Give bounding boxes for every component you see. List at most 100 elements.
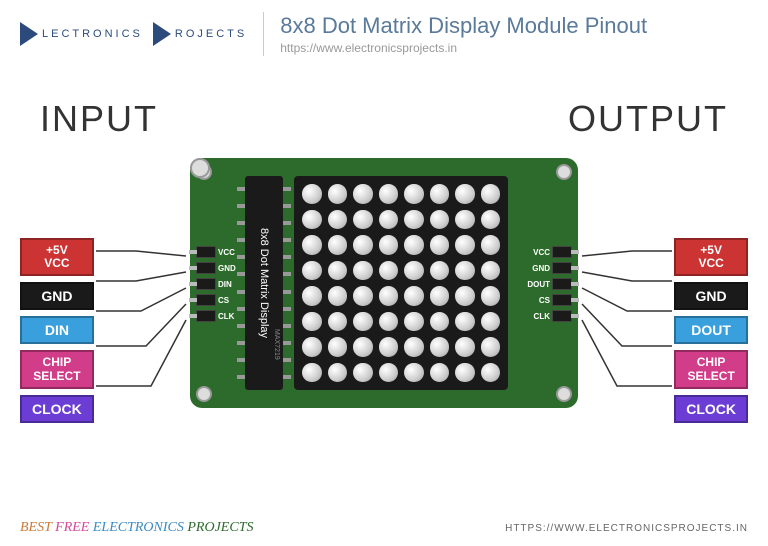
led xyxy=(379,286,399,306)
pin-tip xyxy=(189,298,197,302)
input-silkscreen: VCCGNDDINCSCLK xyxy=(218,246,236,323)
led xyxy=(353,210,373,230)
ic-pins-left xyxy=(237,180,245,386)
led xyxy=(353,184,373,204)
header-pin xyxy=(552,246,572,258)
led xyxy=(379,210,399,230)
led xyxy=(302,261,322,281)
tagline-word: ELECTRONICS xyxy=(93,520,184,535)
input-wires xyxy=(96,246,196,406)
tagline-word: PROJECTS xyxy=(187,520,253,535)
led xyxy=(481,184,501,204)
pcb-module: 8x8 Dot Matrix Display MAX7219 VCCGNDDIN… xyxy=(190,158,578,408)
pin-tip xyxy=(189,266,197,270)
mounting-hole xyxy=(196,386,212,402)
header-pin xyxy=(552,262,572,274)
pin-tip xyxy=(189,282,197,286)
led xyxy=(404,337,424,357)
silkscreen-label: CS xyxy=(218,294,236,307)
led xyxy=(328,235,348,255)
pin-label: GND xyxy=(674,282,748,310)
footer: BEST FREE ELECTRONICS PROJECTS HTTPS://W… xyxy=(0,520,768,536)
ic-pin xyxy=(283,187,291,191)
mounting-hole xyxy=(556,386,572,402)
led xyxy=(328,210,348,230)
header-divider xyxy=(263,12,264,56)
ic-pin xyxy=(237,187,245,191)
led xyxy=(328,286,348,306)
ic-pin xyxy=(237,221,245,225)
pin-tip xyxy=(571,298,579,302)
led xyxy=(328,312,348,332)
logo-word-1: LECTRONICS xyxy=(42,28,143,40)
led xyxy=(430,210,450,230)
pin-label: +5VVCC xyxy=(20,238,94,276)
ic-chip-name: MAX7219 xyxy=(273,329,280,360)
led xyxy=(302,235,322,255)
led xyxy=(379,235,399,255)
led xyxy=(353,286,373,306)
led xyxy=(455,312,475,332)
led xyxy=(302,337,322,357)
pin-label: +5VVCC xyxy=(674,238,748,276)
logo: LECTRONICS ROJECTS xyxy=(20,22,247,46)
header-pin xyxy=(196,262,216,274)
led xyxy=(455,337,475,357)
ic-pin xyxy=(237,375,245,379)
led xyxy=(379,363,399,383)
ic-pin xyxy=(283,307,291,311)
header-url: https://www.electronicsprojects.in xyxy=(280,41,647,55)
output-silkscreen: VCCGNDDOUTCSCLK xyxy=(527,246,550,323)
led xyxy=(481,312,501,332)
led xyxy=(455,184,475,204)
ic-pin xyxy=(283,324,291,328)
silkscreen-label: VCC xyxy=(527,246,550,259)
input-heading: INPUT xyxy=(40,98,158,140)
tagline-word: FREE xyxy=(55,520,89,535)
footer-url: HTTPS://WWW.ELECTRONICSPROJECTS.IN xyxy=(505,523,748,534)
ic-pin xyxy=(283,290,291,294)
ic-chip: 8x8 Dot Matrix Display MAX7219 xyxy=(245,176,283,390)
led xyxy=(481,286,501,306)
ic-pin xyxy=(237,204,245,208)
led xyxy=(481,337,501,357)
ic-pin xyxy=(283,375,291,379)
ic-pin xyxy=(237,238,245,242)
ic-pin xyxy=(237,255,245,259)
led xyxy=(404,210,424,230)
silkscreen-label: CLK xyxy=(218,310,236,323)
led xyxy=(353,363,373,383)
pin-label: CHIPSELECT xyxy=(674,350,748,388)
logo-triangle-2 xyxy=(153,22,171,46)
led xyxy=(404,235,424,255)
silkscreen-label: DOUT xyxy=(527,278,550,291)
ic-pins-right xyxy=(283,180,291,386)
silkscreen-label: CS xyxy=(527,294,550,307)
led xyxy=(430,337,450,357)
silkscreen-label: CLK xyxy=(527,310,550,323)
footer-tagline: BEST FREE ELECTRONICS PROJECTS xyxy=(20,520,253,536)
led xyxy=(302,363,322,383)
header-pin xyxy=(552,278,572,290)
led xyxy=(404,312,424,332)
led xyxy=(455,286,475,306)
led xyxy=(430,235,450,255)
led xyxy=(302,286,322,306)
pin-tip xyxy=(189,314,197,318)
ic-pin xyxy=(283,341,291,345)
header-pin xyxy=(196,294,216,306)
output-heading: OUTPUT xyxy=(568,98,728,140)
ic-pin xyxy=(283,204,291,208)
led xyxy=(379,184,399,204)
title-block: 8x8 Dot Matrix Display Module Pinout htt… xyxy=(280,13,647,55)
led xyxy=(379,312,399,332)
header-pin xyxy=(196,310,216,322)
pin-tip xyxy=(189,250,197,254)
led xyxy=(481,235,501,255)
led xyxy=(328,363,348,383)
ic-pin xyxy=(237,341,245,345)
output-wires xyxy=(572,246,672,406)
led-matrix xyxy=(294,176,508,390)
header-pin xyxy=(552,310,572,322)
led xyxy=(430,286,450,306)
